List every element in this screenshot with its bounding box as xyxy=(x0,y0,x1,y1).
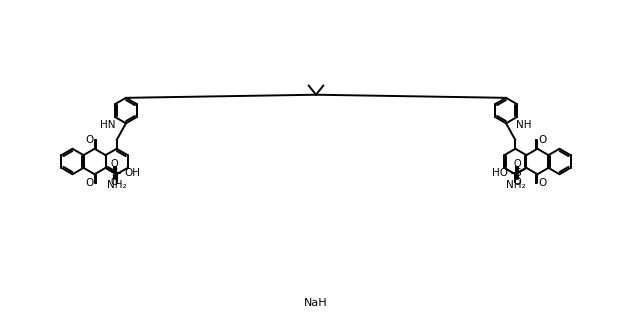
Text: O: O xyxy=(85,178,94,188)
Text: O: O xyxy=(514,159,521,169)
Text: S: S xyxy=(514,168,521,178)
Text: NH₂: NH₂ xyxy=(506,180,525,190)
Text: O: O xyxy=(85,135,94,145)
Text: O: O xyxy=(538,135,547,145)
Text: NH: NH xyxy=(516,120,532,130)
Text: O: O xyxy=(111,159,118,169)
Text: HN: HN xyxy=(100,120,116,130)
Text: NaH: NaH xyxy=(304,298,328,308)
Text: HO: HO xyxy=(492,168,508,178)
Text: NH₂: NH₂ xyxy=(107,180,126,190)
Text: OH: OH xyxy=(124,168,140,178)
Text: O: O xyxy=(514,177,521,186)
Text: S: S xyxy=(111,168,118,178)
Text: O: O xyxy=(538,178,547,188)
Text: O: O xyxy=(111,177,118,186)
